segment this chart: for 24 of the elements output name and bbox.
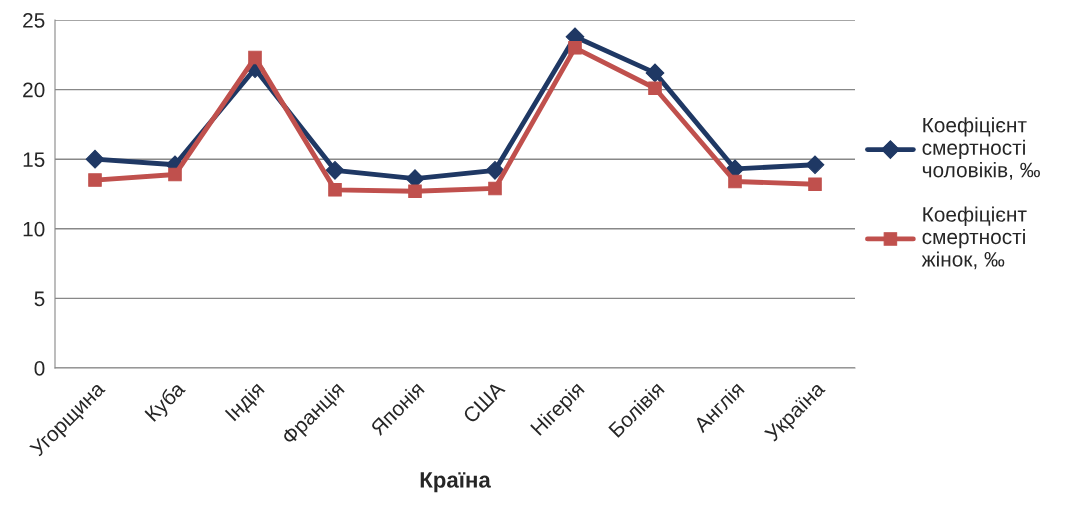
y-tick-label: 25 — [23, 13, 45, 28]
point — [485, 160, 505, 180]
point — [648, 81, 662, 95]
y-tick-label: 15 — [23, 152, 45, 167]
point — [728, 174, 742, 189]
y-tick-label: 0 — [34, 361, 45, 376]
y-tick-label: 20 — [23, 82, 45, 98]
point — [805, 155, 825, 175]
x-axis-title: Країна — [420, 472, 491, 493]
point — [488, 181, 502, 196]
y-tick-label: 10 — [23, 221, 45, 237]
legend-label: Коефіцієнт смертності чоловіків, ‰ — [922, 117, 1040, 180]
point — [328, 183, 342, 197]
point — [248, 50, 262, 65]
y-tick-label: 5 — [34, 291, 45, 307]
point — [808, 177, 822, 192]
point — [325, 160, 345, 180]
point — [85, 149, 105, 169]
point — [645, 63, 665, 83]
point — [568, 41, 582, 55]
legend-label: Коефіцієнт смертності жінок, ‰ — [921, 206, 1027, 270]
point — [408, 184, 422, 198]
point — [168, 167, 182, 182]
point — [88, 173, 102, 187]
